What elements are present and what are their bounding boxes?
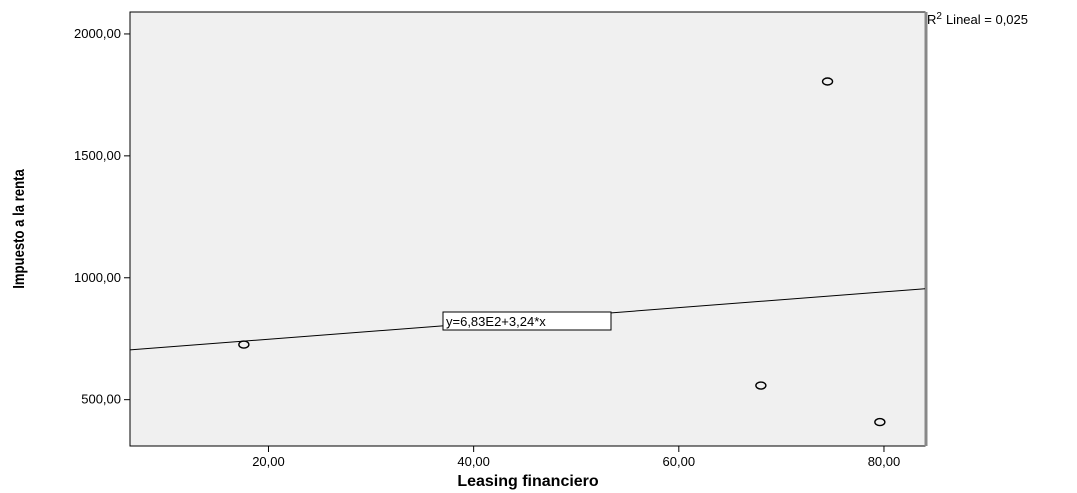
x-axis-ticks: 20,00 40,00 60,00 80,00: [252, 446, 900, 469]
x-axis-label: Leasing financiero: [457, 473, 599, 490]
data-point: [238, 340, 250, 349]
data-points: [238, 77, 886, 427]
fit-equation-box: y=6,83E2+3,24*x: [442, 311, 612, 331]
y-axis-label: Impuesto a la renta: [11, 168, 28, 288]
y-axis-ticks: 500,00 1000,00 1500,00 2000,00: [74, 26, 130, 407]
y-tick-label: 500,00: [81, 392, 121, 407]
y-tick-label: 1000,00: [74, 270, 121, 285]
x-tick-label: 20,00: [252, 454, 285, 469]
data-point: [821, 77, 834, 86]
plot-area: [129, 11, 926, 447]
data-point: [874, 417, 886, 427]
data-point: [755, 381, 767, 390]
y-tick-label: 1500,00: [74, 148, 121, 163]
r2-label: R2 Lineal = 0,025: [927, 11, 1028, 27]
y-tick-label: 2000,00: [74, 26, 121, 41]
x-tick-label: 40,00: [457, 454, 490, 469]
x-tick-label: 80,00: [868, 454, 901, 469]
fit-equation-label: y=6,83E2+3,24*x: [446, 314, 546, 329]
x-tick-label: 60,00: [663, 454, 696, 469]
